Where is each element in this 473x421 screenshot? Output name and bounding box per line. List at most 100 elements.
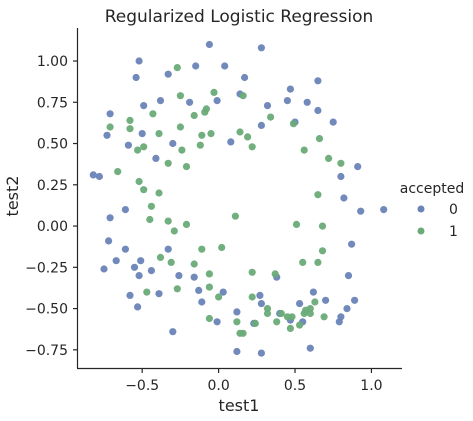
point-accepted-1 [196,141,204,149]
point-accepted-0 [257,121,265,129]
point-accepted-0 [263,102,272,110]
point-accepted-0 [100,265,108,273]
point-accepted-1 [296,321,304,329]
point-accepted-0 [152,154,160,162]
point-accepted-1 [147,202,155,210]
point-accepted-1 [218,243,226,252]
point-accepted-1 [277,309,285,318]
point-accepted-1 [167,258,175,266]
point-accepted-1 [315,135,324,143]
x-tick-label: 1.0 [360,378,382,394]
point-accepted-0 [380,206,388,214]
point-accepted-1 [314,258,322,266]
point-accepted-1 [149,110,157,118]
point-accepted-0 [343,305,351,313]
y-tick-label: −0.25 [25,260,68,276]
point-accepted-1 [248,268,256,276]
point-accepted-1 [114,168,122,176]
y-tick-label: −0.50 [25,302,68,318]
point-accepted-0 [190,273,198,281]
legend-marker-1 [417,227,425,235]
point-accepted-0 [95,172,103,181]
point-accepted-1 [251,319,259,327]
point-accepted-0 [314,106,322,115]
y-tick-label: 1.00 [37,54,68,70]
point-accepted-0 [221,62,229,70]
point-accepted-0 [348,240,356,248]
point-accepted-0 [205,40,213,49]
point-accepted-1 [155,189,163,197]
point-accepted-0 [198,298,206,306]
point-accepted-1 [173,64,181,72]
point-accepted-0 [130,263,139,271]
y-tick-label: 0.25 [37,178,68,194]
point-accepted-0 [219,288,227,296]
x-axis-label: test1 [219,396,260,415]
point-accepted-1 [143,288,151,296]
y-axis-ticks: −0.75 −0.50 −0.25 0.00 0.25 0.50 0.75 1.00 [25,54,78,359]
point-accepted-1 [244,133,252,141]
point-accepted-0 [329,118,337,126]
point-accepted-0 [103,131,111,139]
point-accepted-1 [176,92,184,100]
point-accepted-0 [106,110,114,118]
x-tick-label: 0.5 [284,378,306,394]
point-accepted-0 [306,344,314,352]
point-accepted-1 [164,159,172,167]
point-accepted-0 [296,300,304,308]
point-accepted-0 [351,296,359,304]
x-tick-label: −0.5 [125,378,159,394]
point-accepted-1 [205,314,213,323]
point-accepted-1 [205,283,213,291]
point-accepted-1 [314,191,322,199]
point-accepted-1 [205,270,213,278]
point-accepted-1 [271,270,279,278]
point-accepted-0 [227,138,235,146]
point-accepted-1 [201,108,209,116]
point-accepted-0 [335,318,343,326]
point-accepted-1 [176,123,184,131]
point-accepted-0 [156,97,165,105]
point-accepted-1 [207,130,215,138]
point-accepted-1 [190,111,198,120]
point-accepted-1 [286,324,294,332]
point-accepted-1 [134,146,142,154]
point-accepted-1 [233,318,241,326]
point-accepted-0 [283,97,291,105]
point-accepted-1 [106,123,114,131]
point-accepted-0 [132,73,140,82]
point-accepted-1 [198,245,206,253]
point-accepted-1 [164,217,172,225]
point-accepted-1 [126,116,134,124]
point-accepted-0 [138,130,146,138]
legend: accepted 0 1 [400,181,464,240]
point-accepted-1 [337,159,345,167]
y-tick-label: 0.00 [37,219,68,235]
point-accepted-0 [195,286,203,294]
point-accepted-1 [178,146,186,154]
chart-title: Regularized Logistic Regression [105,7,374,27]
point-accepted-0 [112,257,120,265]
point-accepted-0 [134,303,142,311]
point-accepted-0 [106,214,114,222]
scatter-points [89,40,388,357]
point-accepted-1 [263,305,272,313]
y-tick-label: −0.75 [25,343,68,359]
point-accepted-1 [140,143,148,151]
y-tick-label: 0.75 [37,95,68,111]
legend-label-0: 0 [449,202,458,218]
point-accepted-1 [273,318,281,326]
point-accepted-1 [318,222,327,230]
point-accepted-0 [175,272,183,280]
point-accepted-0 [126,291,134,299]
point-accepted-0 [186,98,194,106]
point-accepted-1 [198,131,206,139]
point-accepted-1 [311,298,319,306]
point-accepted-0 [286,85,294,93]
point-accepted-1 [135,177,143,186]
y-tick-label: 0.50 [37,137,68,153]
point-accepted-0 [164,245,172,253]
point-accepted-0 [169,328,177,336]
point-accepted-1 [231,212,239,220]
